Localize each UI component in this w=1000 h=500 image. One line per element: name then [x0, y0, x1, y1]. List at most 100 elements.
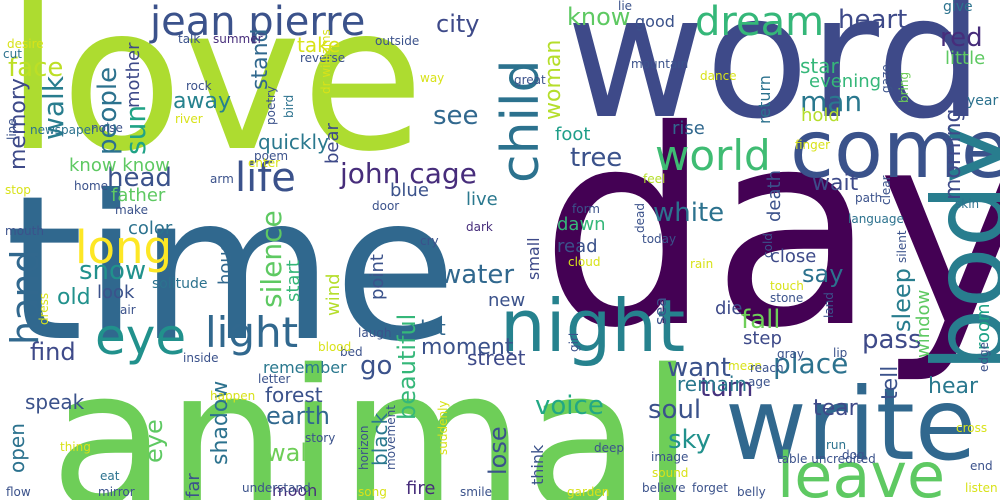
word-newspaper: line — [5, 118, 19, 140]
word-run: end — [970, 459, 993, 473]
word-horizon: story — [305, 431, 336, 445]
word-door: dark — [466, 220, 493, 234]
word-eat: thing — [60, 440, 91, 454]
word-point: wind — [323, 273, 344, 316]
word-dawn: hold — [801, 105, 840, 126]
word-little: morning — [941, 108, 966, 200]
word-end: listen — [965, 481, 998, 495]
word-go: go — [360, 351, 393, 381]
word-talk: outside — [375, 34, 420, 48]
word-letter: blood — [318, 340, 352, 354]
word-age: reach — [750, 361, 784, 375]
word-laugh: land — [822, 292, 836, 318]
word-outside: mountain — [631, 57, 689, 71]
word-people: people — [93, 66, 123, 155]
word-soul: soul — [648, 395, 702, 425]
word-know-know: father — [111, 185, 166, 206]
word-cross: run — [826, 438, 847, 452]
word-blood: inside — [183, 351, 219, 365]
word-fall: fall — [741, 305, 781, 335]
word-day: day — [540, 72, 1000, 387]
word-rise: star — [800, 54, 839, 78]
word-year: give — [943, 0, 973, 15]
word-blue: new — [488, 290, 526, 311]
word-night: night — [500, 284, 686, 368]
word-sky: sky — [668, 425, 712, 455]
word-reach: gray — [777, 347, 805, 361]
word-take: take — [297, 33, 341, 57]
word-skin: finger — [795, 138, 831, 152]
word-solitude: dress — [37, 292, 51, 325]
word-want: want — [667, 353, 731, 383]
word-lose: wall — [266, 439, 314, 467]
word-red: red — [940, 23, 983, 53]
word-step: close — [770, 246, 817, 267]
word-house: start — [283, 260, 304, 302]
word-make: arm — [210, 172, 234, 186]
word-rock: noise — [91, 121, 123, 135]
word-jean-pierre: jean pierre — [150, 0, 366, 45]
word-belly: forget — [692, 481, 728, 495]
word-shadow: eye — [140, 419, 168, 463]
word-dark: form — [572, 202, 600, 216]
word-wind: live — [466, 189, 498, 210]
word-bring: gaze — [879, 64, 893, 93]
word-noise: newspaper — [30, 123, 96, 137]
word-leave: leave — [777, 439, 946, 500]
word-silence: silence — [255, 210, 288, 308]
word-speak: forest — [265, 383, 323, 407]
word-come: come — [790, 103, 1000, 196]
word-way: dr williams — [319, 29, 333, 94]
word-finger: bring — [897, 71, 911, 103]
word-stone: rain — [690, 257, 714, 271]
word-sea: look — [97, 282, 135, 303]
word-snow: snow — [79, 256, 147, 286]
word-sleep: sleep — [888, 268, 916, 332]
word-away: away — [173, 89, 231, 114]
word-garden: smile — [460, 485, 492, 499]
word-stop: home — [74, 179, 109, 193]
word-dead: feel — [643, 172, 666, 186]
word-small: think — [528, 444, 547, 485]
word-table-uncredited: dog — [842, 448, 865, 462]
word-foot: die — [715, 298, 743, 319]
word-reverse: summer — [213, 32, 263, 46]
word-read: dawn — [557, 214, 606, 235]
word-cut: desire — [7, 37, 44, 51]
word-morning: return — [755, 75, 774, 124]
word-head: head — [107, 163, 172, 193]
word-return: rise — [672, 118, 705, 139]
word-dog: cross — [956, 421, 988, 435]
word-girl: letter — [258, 372, 291, 386]
word-dr-williams: bird — [282, 94, 296, 118]
word-die: step — [743, 328, 782, 349]
word-remain: let — [420, 316, 446, 340]
word-white: white — [653, 198, 725, 228]
word-light: light — [205, 308, 299, 357]
word-remember: open — [5, 423, 29, 473]
word-world: world — [655, 131, 771, 180]
word-life: life — [235, 155, 296, 201]
word-summer: talk — [178, 32, 201, 46]
word-woman: woman — [541, 39, 566, 120]
word-understand: mirror — [98, 485, 135, 499]
word-mean: girl — [567, 332, 581, 352]
word-pass: pass — [862, 325, 922, 355]
word-word: word — [566, 0, 984, 157]
word-cry: air — [120, 303, 136, 317]
word-heart: heart — [838, 5, 908, 35]
word-give: small — [524, 237, 543, 280]
word-rain: touch — [770, 279, 804, 293]
word-find: find — [30, 338, 76, 366]
word-moment: street — [467, 346, 526, 370]
word-sound: image — [651, 450, 689, 464]
word-lip: age — [748, 375, 771, 389]
word-quickly: house — [215, 230, 236, 285]
word-story: happen — [210, 389, 256, 403]
word-hear: tell — [878, 365, 903, 400]
word-happen: edge — [977, 342, 991, 372]
word-poem: door — [372, 199, 400, 213]
word-star: evening — [809, 71, 882, 92]
word-moon: fire — [406, 478, 436, 499]
